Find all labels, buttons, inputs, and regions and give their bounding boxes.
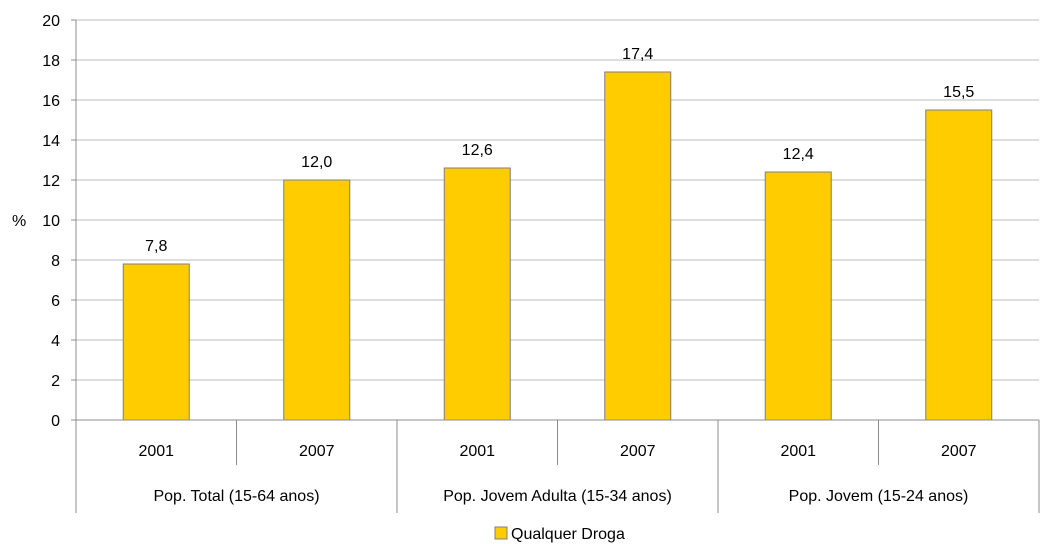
bar [764,171,832,421]
y-tick-label: 12 [42,173,60,190]
x-tick-label: 2001 [138,443,174,460]
legend-swatch [494,526,508,540]
y-tick-label: 6 [51,293,60,310]
y-tick-label: 18 [42,53,60,70]
y-tick-label: 16 [42,93,60,110]
data-label: 12,6 [462,142,493,159]
y-tick-label: 14 [42,133,60,150]
bars [122,71,993,421]
y-axis-label: % [12,213,26,230]
x-tick-label: 2007 [299,443,335,460]
bar [925,109,993,421]
legend: Qualquer Droga [494,526,625,543]
bar [604,71,672,421]
x-tick-label: 2001 [459,443,495,460]
data-label: 12,0 [301,154,332,171]
data-label: 17,4 [622,46,653,63]
y-tick-label: 0 [51,413,60,430]
y-tick-label: 2 [51,373,60,390]
x-axis: 2001 2007 2001 2007 2001 2007 Pop. Total (15-6… [75,419,1040,513]
gridlines [76,19,1039,421]
data-label: 7,8 [145,238,167,255]
group-label: Pop. Total (15-64 anos) [153,488,319,505]
y-tick-label: 8 [51,253,60,270]
legend-label: Qualquer Droga [511,526,625,543]
bar [283,179,351,421]
data-label: 15,5 [943,84,974,101]
y-tick-label: 20 [42,13,60,30]
data-labels: 7,8 12,0 12,6 17,4 12,4 15,5 [145,46,974,255]
y-tick-label: 4 [51,333,60,350]
bar [122,263,190,421]
x-tick-label: 2007 [941,443,977,460]
data-label: 12,4 [783,146,814,163]
y-tick-label: 10 [42,213,60,230]
y-axis: 0 2 4 6 8 10 12 14 16 18 20 [42,13,77,430]
group-label: Pop. Jovem (15-24 anos) [789,488,969,505]
x-tick-label: 2001 [780,443,816,460]
group-label: Pop. Jovem Adulta (15-34 anos) [443,488,672,505]
x-tick-label: 2007 [620,443,656,460]
bar [443,167,511,421]
